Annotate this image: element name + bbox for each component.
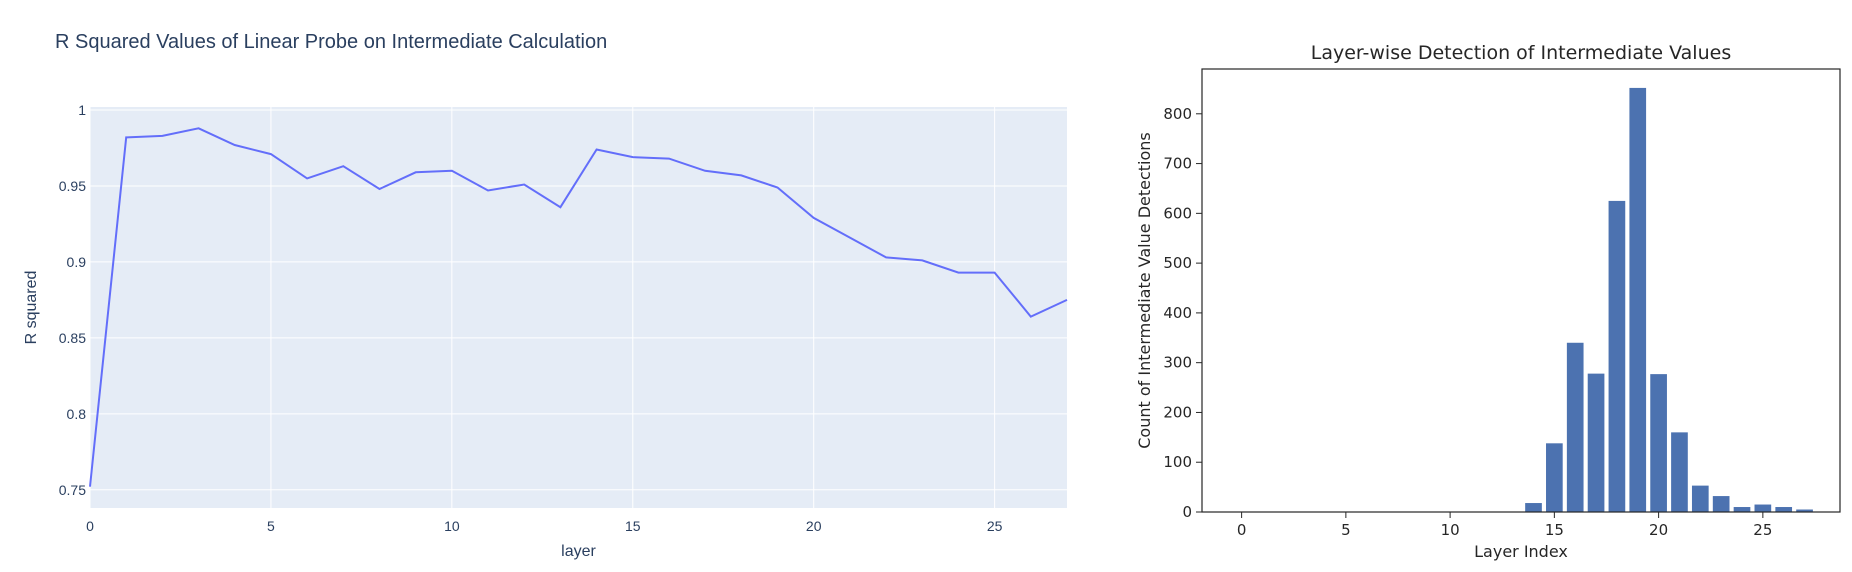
y-tick-label: 0 <box>1182 503 1192 521</box>
bar <box>1587 373 1605 512</box>
y-axis-label: R squared <box>23 271 40 345</box>
axes-frame <box>1201 68 1841 513</box>
x-tick-label: 10 <box>1441 521 1460 539</box>
x-tick-label: 0 <box>1237 521 1247 539</box>
bars <box>1525 87 1813 513</box>
r-squared-series-line <box>89 127 1068 487</box>
x-tick-label: 5 <box>267 518 275 534</box>
bar <box>1754 504 1772 512</box>
chart-title: Layer-wise Detection of Intermediate Val… <box>1311 42 1731 64</box>
y-tick-label: 600 <box>1163 204 1192 222</box>
x-tick-label: 25 <box>1753 521 1772 539</box>
x-tick-label: 15 <box>1545 521 1564 539</box>
y-ticks: 0 100 200 300 400 500 600 700 800 <box>1163 105 1202 521</box>
x-tick-label: 5 <box>1341 521 1351 539</box>
y-tick-label: 0.75 <box>59 482 86 498</box>
bar <box>1712 496 1730 512</box>
plot-background <box>90 107 1067 508</box>
x-ticks: 0 5 10 15 20 25 <box>1237 512 1772 539</box>
x-axis-label: Layer Index <box>1474 542 1568 561</box>
y-tick-label: 1 <box>78 102 86 118</box>
y-tick-label: 200 <box>1163 403 1192 421</box>
y-tick-labels: 0.75 0.8 0.85 0.9 0.95 1 <box>59 102 86 498</box>
x-tick-labels: 0 5 10 15 20 25 <box>86 518 1003 534</box>
bar <box>1566 342 1584 512</box>
bar <box>1608 200 1626 513</box>
y-axis-label: Count of Intermediate Value Detections <box>1135 132 1154 449</box>
bar <box>1650 374 1667 512</box>
x-tick-label: 15 <box>625 518 641 534</box>
x-axis-label: layer <box>561 543 596 560</box>
x-tick-label: 10 <box>444 518 460 534</box>
layer-detection-bar-chart: 0 5 10 15 20 25 0 100 200 300 400 500 600 700 800 Lay… <box>1135 42 1841 561</box>
gridlines <box>89 107 1067 508</box>
bar <box>1775 507 1793 512</box>
bar <box>1691 485 1709 512</box>
y-tick-label: 700 <box>1163 155 1192 173</box>
bar <box>1796 509 1813 512</box>
r-squared-line-chart: 0 5 10 15 20 25 0.75 0.8 0.85 0.9 0.95 1 R Squared… <box>23 31 1068 560</box>
y-tick-label: 300 <box>1163 354 1192 372</box>
x-tick-label: 20 <box>806 518 822 534</box>
y-tick-label: 800 <box>1163 105 1192 123</box>
y-tick-label: 0.95 <box>59 178 86 194</box>
bar <box>1629 87 1647 512</box>
y-tick-label: 500 <box>1163 254 1192 272</box>
y-tick-label: 400 <box>1163 304 1192 322</box>
y-tick-label: 0.8 <box>67 406 87 422</box>
y-tick-label: 0.85 <box>59 330 86 346</box>
x-tick-label: 0 <box>86 518 94 534</box>
bar <box>1525 503 1542 512</box>
bar <box>1671 432 1688 512</box>
x-tick-label: 20 <box>1649 521 1668 539</box>
bar <box>1733 507 1751 512</box>
bar <box>1546 443 1563 512</box>
chart-title: R Squared Values of Linear Probe on Inte… <box>55 31 607 53</box>
y-tick-label: 100 <box>1163 453 1192 471</box>
y-tick-label: 0.9 <box>67 254 87 270</box>
x-tick-label: 25 <box>987 518 1003 534</box>
